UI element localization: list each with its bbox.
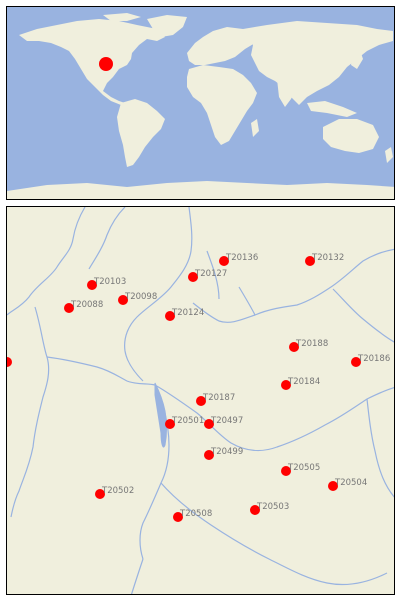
station-marker	[173, 512, 183, 522]
africa	[187, 65, 257, 145]
station-label: T20508	[179, 509, 212, 519]
india	[277, 77, 297, 107]
station-label: T20187	[202, 393, 235, 403]
station-marker	[165, 311, 175, 321]
region-map-svg: T20136 T20132 T20127 T20103 T20098 T20088 T201…	[7, 207, 394, 594]
station-t20503: T20503	[250, 502, 289, 515]
river	[238, 286, 256, 316]
river	[206, 250, 220, 300]
station-marker	[281, 380, 291, 390]
river	[160, 482, 388, 586]
station-marker	[281, 466, 291, 476]
station-label: T20098	[124, 292, 157, 302]
southeast-asia-islands	[307, 101, 357, 117]
station-t20502: T20502	[95, 486, 134, 499]
station-marker	[95, 489, 105, 499]
station-marker	[204, 419, 214, 429]
river	[124, 207, 193, 382]
red-dot-icon	[99, 57, 113, 71]
river	[130, 558, 144, 594]
station-marker	[351, 357, 361, 367]
station-label: T20501	[171, 416, 204, 426]
station-t20504: T20504	[328, 478, 367, 491]
station-marker	[219, 256, 229, 266]
station-t20184: T20184	[281, 377, 320, 390]
station-marker	[165, 419, 175, 429]
arctic-islands	[103, 13, 141, 21]
station-label: T20188	[295, 339, 328, 349]
station-label: T20186	[357, 354, 390, 364]
station-marker	[188, 272, 198, 282]
station-t20497: T20497	[204, 416, 243, 429]
station-label: T20502	[101, 486, 134, 496]
station-marker	[305, 256, 315, 266]
river	[7, 207, 86, 316]
continents	[7, 13, 394, 199]
station-t20505: T20505	[281, 463, 320, 476]
reservoir	[154, 382, 167, 448]
station-t20103: T20103	[87, 277, 126, 290]
regional-detail-map: T20136 T20132 T20127 T20103 T20098 T20088 T201…	[6, 206, 395, 595]
station-label: T20505	[287, 463, 320, 473]
australia	[323, 119, 379, 153]
stations-layer: T20136 T20132 T20127 T20103 T20098 T20088 T201…	[7, 253, 390, 522]
station-label: T20132	[311, 253, 344, 263]
north-america	[19, 19, 165, 106]
south-america	[117, 99, 165, 167]
station-t20124: T20124	[165, 308, 204, 321]
river	[366, 398, 394, 498]
station-t20508: T20508	[173, 509, 212, 522]
antarctica	[7, 181, 394, 199]
station-t20127: T20127	[188, 269, 227, 282]
new-zealand	[385, 147, 393, 163]
station-t20132: T20132	[305, 253, 344, 266]
station-label: T20184	[287, 377, 320, 387]
river	[192, 248, 394, 323]
japan	[351, 47, 363, 69]
station-t20188: T20188	[289, 339, 328, 352]
madagascar	[251, 119, 259, 137]
greenland	[147, 15, 187, 37]
europe	[187, 27, 257, 65]
station-label: T20127	[194, 269, 227, 279]
station-label: T20103	[93, 277, 126, 287]
station-label: T20499	[210, 447, 243, 457]
station-marker	[289, 342, 299, 352]
station-t20088: T20088	[64, 300, 103, 313]
world-overview-map	[6, 6, 395, 200]
station-label: T20088	[70, 300, 103, 310]
station-marker	[204, 450, 214, 460]
station-t20136: T20136	[219, 253, 258, 266]
river	[88, 207, 126, 270]
station-label: T20497	[210, 416, 243, 426]
station-marker	[328, 481, 338, 491]
station-marker	[118, 295, 128, 305]
station-label: T20136	[225, 253, 258, 263]
station-t20501: T20501	[165, 416, 204, 429]
station-marker	[250, 505, 260, 515]
station-marker	[87, 280, 97, 290]
river	[332, 288, 394, 343]
station-marker	[64, 303, 74, 313]
station-label: T20124	[171, 308, 204, 318]
station-label: T20504	[334, 478, 367, 488]
station-marker	[196, 396, 206, 406]
station-t20186: T20186	[351, 354, 390, 367]
river	[10, 306, 50, 518]
station-t20499: T20499	[204, 447, 243, 460]
station-t20187: T20187	[196, 393, 235, 406]
station-label: T20503	[256, 502, 289, 512]
station-t20098: T20098	[118, 292, 157, 305]
station-marker-edge	[7, 357, 12, 367]
world-map-svg	[7, 7, 394, 199]
